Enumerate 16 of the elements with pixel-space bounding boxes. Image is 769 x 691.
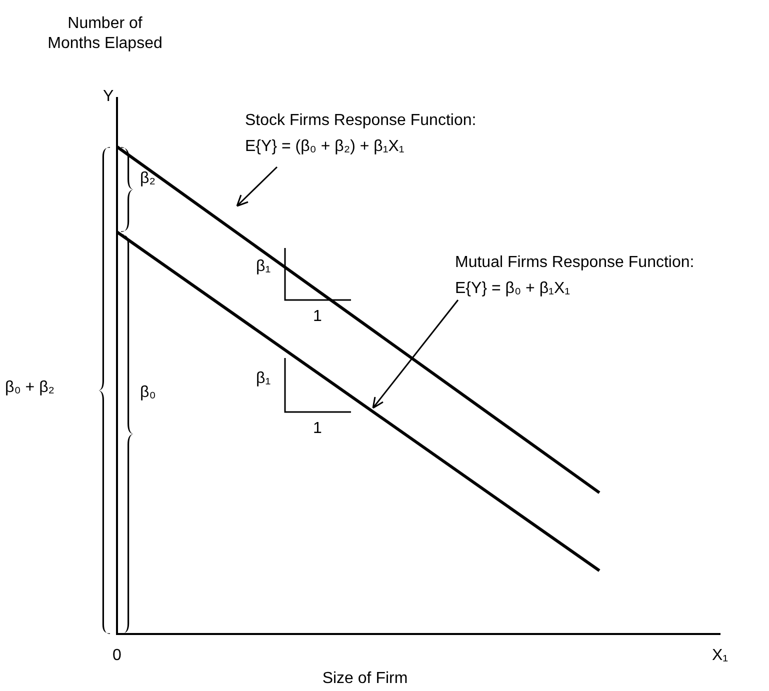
text: Y [103, 88, 114, 106]
annotation: E{Y} = β₀ + β₁X₁ [455, 280, 570, 298]
annotation: β₁ [256, 370, 271, 388]
x-tick-label: 0 [112, 647, 122, 664]
annotation: β₂ [140, 170, 156, 188]
annotation: E{Y} = (β₀ + β₂) + β₁X₁ [245, 138, 404, 156]
annotation: 1 [313, 420, 322, 438]
text: Number of Months Elapsed [46, 14, 164, 54]
annotation: 1 [313, 308, 322, 326]
text: Stock Firms Response Function: [245, 112, 476, 130]
text: β₀ + β₂ [5, 379, 54, 397]
annotation: β₁ [256, 258, 271, 276]
annotation: Mutual Firms Response Function: [455, 254, 694, 272]
annotation: β₀ [140, 384, 156, 402]
x-axis-title: Size of Firm [321, 670, 409, 688]
x-tick-label: X₁ [712, 647, 728, 664]
